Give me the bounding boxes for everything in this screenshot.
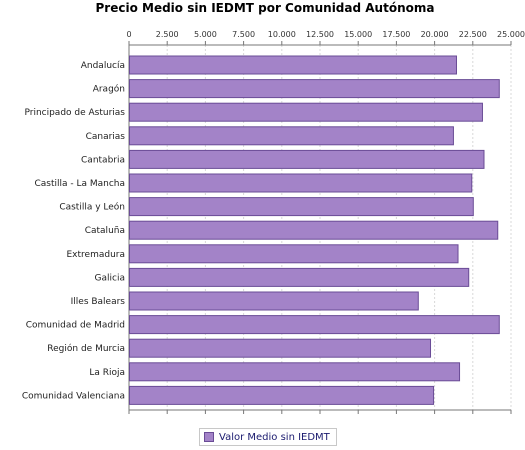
bar: [129, 291, 419, 311]
bar: [129, 55, 457, 75]
category-label: Galicia: [95, 273, 125, 283]
legend-label: Valor Medio sin IEDMT: [219, 431, 330, 443]
x-tick-label: 7.500: [232, 30, 255, 39]
x-tick-label: 20.000: [421, 30, 449, 39]
x-tick-label: 17.500: [382, 30, 410, 39]
legend-swatch: [204, 432, 214, 442]
bar: [129, 362, 461, 382]
bar: [129, 267, 470, 287]
x-tick-label: 12.500: [306, 30, 334, 39]
x-axis-ticks: 0 2.500 5.000 7.500 10.000 12.500 15.000 17.500…: [126, 30, 525, 414]
category-label: La Rioja: [89, 368, 125, 378]
category-label: Andalucía: [81, 61, 125, 71]
bar: [129, 126, 454, 146]
x-tick-label: 2.500: [156, 30, 179, 39]
category-labels: Andalucía Aragón Principado de Asturias Can…: [22, 61, 125, 401]
bar: [129, 338, 432, 358]
x-tick-label: 22.500: [459, 30, 487, 39]
category-label: Comunidad Valenciana: [22, 391, 125, 401]
x-tick-label: 0: [126, 30, 131, 39]
bar: [129, 149, 485, 169]
bar: [129, 102, 483, 122]
x-tick-label: 15.000: [344, 30, 372, 39]
bars: [129, 55, 500, 405]
category-label: Canarias: [86, 132, 126, 142]
bar: [129, 79, 500, 99]
bar: [129, 385, 435, 405]
bar: [129, 173, 473, 193]
category-label: Extremadura: [67, 250, 126, 260]
category-label: Comunidad de Madrid: [26, 321, 125, 331]
category-label: Aragón: [93, 84, 125, 95]
category-label: Cantabria: [81, 155, 125, 165]
legend: Valor Medio sin IEDMT: [199, 428, 337, 446]
bar: [129, 315, 500, 335]
category-label: Principado de Asturias: [24, 108, 125, 118]
category-label: Castilla - La Mancha: [34, 179, 125, 189]
bar: [129, 197, 474, 217]
x-tick-label: 25.000: [497, 30, 525, 39]
category-label: Illes Balears: [71, 297, 126, 307]
category-label: Castilla y León: [59, 202, 125, 213]
x-tick-label: 10.000: [268, 30, 296, 39]
bar: [129, 244, 459, 264]
category-label: Región de Murcia: [47, 343, 125, 354]
x-tick-label: 5.000: [194, 30, 217, 39]
category-label: Cataluña: [85, 226, 125, 236]
bar: [129, 220, 499, 240]
chart-title: Precio Medio sin IEDMT por Comunidad Aut…: [96, 1, 435, 15]
